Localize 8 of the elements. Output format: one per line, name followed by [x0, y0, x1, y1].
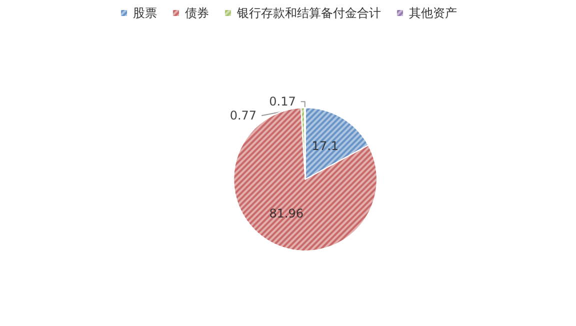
data-label: 81.96 [269, 206, 304, 220]
legend-label: 银行存款和结算备付金合计 [236, 6, 381, 20]
data-label: 0.17 [269, 94, 296, 109]
legend-label: 其他资产 [409, 6, 457, 20]
legend-label: 债券 [185, 6, 209, 20]
data-label: 0.77 [230, 108, 257, 123]
legend-label: 股票 [133, 6, 157, 20]
data-label: 17.1 [312, 138, 339, 153]
